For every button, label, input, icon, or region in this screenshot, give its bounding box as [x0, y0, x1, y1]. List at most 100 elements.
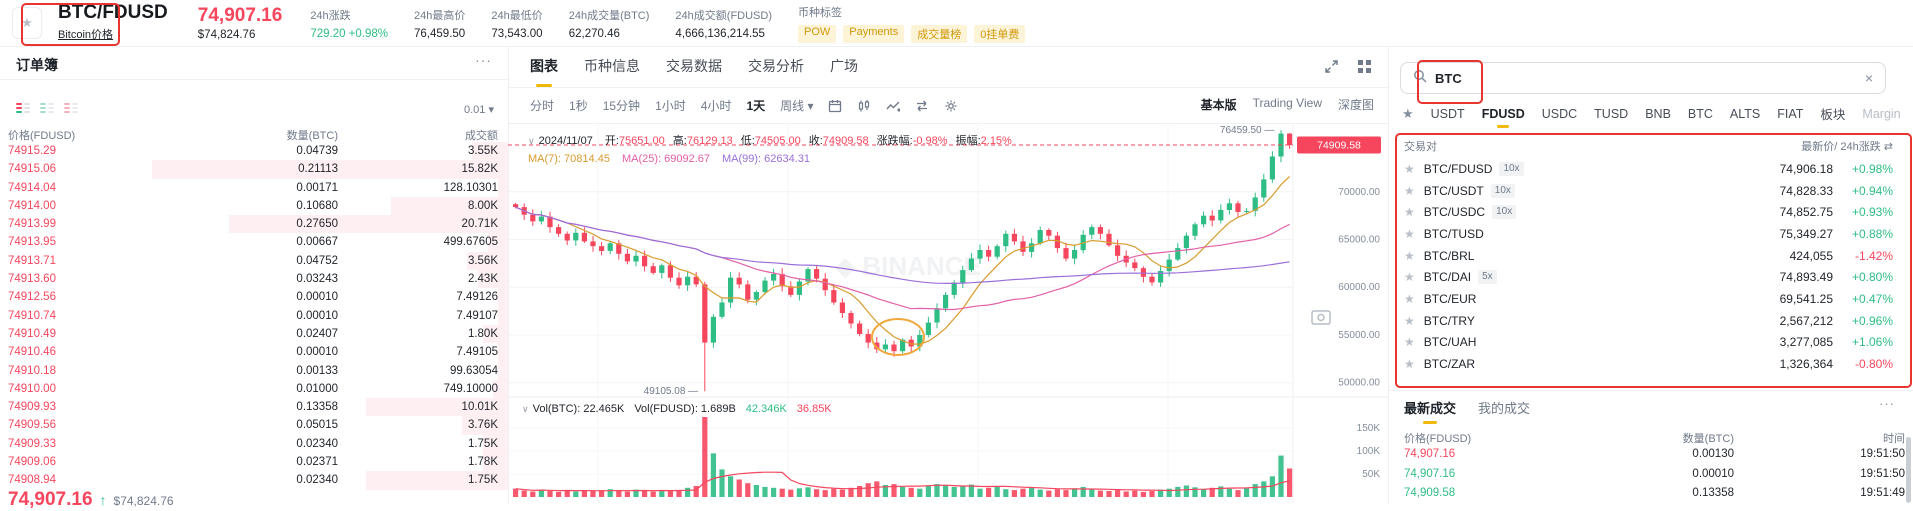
orderbook-ask-row[interactable]: 74914.04 0.00171 128.10301 [0, 178, 508, 197]
pair-row[interactable]: ★ BTC/DAI 5x 74,893.49 +0.80% [1388, 266, 1913, 288]
ask-amount: 0.00171 [296, 181, 338, 194]
book-mode-bids-icon[interactable] [40, 103, 55, 116]
orderbook-ask-row[interactable]: 74910.74 0.00010 7.49107 [0, 306, 508, 325]
orderbook-ask-row[interactable]: 74910.49 0.02407 1.80K [0, 324, 508, 344]
orderbook-ask-row[interactable]: 74915.29 0.04739 3.55K [0, 142, 508, 161]
star-icon[interactable]: ★ [1404, 161, 1415, 176]
book-mode-asks-icon[interactable] [64, 103, 79, 116]
star-icon[interactable]: ★ [1404, 335, 1415, 350]
coin-tag[interactable]: POW [798, 24, 837, 43]
interval-2[interactable]: 1秒 [569, 99, 588, 113]
orderbook-ask-row[interactable]: 74913.71 0.04752 3.56K [0, 251, 508, 271]
calendar-icon[interactable] [828, 99, 842, 113]
interval-6[interactable]: 1天 [746, 99, 766, 113]
chart-tab-1[interactable]: 图表 [530, 56, 558, 78]
orderbook-ask-row[interactable]: 74909.56 0.05015 3.76K [0, 416, 508, 435]
star-icon[interactable]: ★ [1404, 226, 1415, 241]
view-mode-2[interactable]: Trading View [1252, 96, 1322, 110]
orderbook-ask-row[interactable]: 74910.00 0.01000 749.10000 [0, 379, 508, 399]
star-icon[interactable]: ★ [1404, 357, 1415, 372]
interval-3[interactable]: 15分钟 [602, 99, 641, 113]
collapse-caret-icon[interactable]: ∨ [522, 404, 529, 414]
pair-row[interactable]: ★ BTC/TRY 2,567,212 +0.96% [1388, 310, 1913, 332]
scrollbar[interactable] [1906, 437, 1911, 503]
star-icon[interactable]: ★ [1404, 183, 1415, 198]
pair-row[interactable]: ★ BTC/BRL 424,055 -1.42% [1388, 245, 1913, 267]
coin-tag[interactable]: Payments [843, 24, 905, 43]
expand-icon[interactable] [1324, 59, 1339, 74]
trade-row[interactable]: 74,907.16 0.00010 19:51:50 [1388, 465, 1913, 485]
star-icon[interactable]: ★ [1404, 270, 1415, 285]
quote-tab-margin[interactable]: Margin [1862, 106, 1901, 121]
star-icon[interactable]: ★ [1404, 248, 1415, 263]
coin-tag[interactable]: 成交量榜 [911, 24, 968, 43]
compare-icon[interactable] [915, 99, 929, 113]
star-icon[interactable]: ★ [1404, 313, 1415, 328]
orderbook-ask-row[interactable]: 74909.33 0.02340 1.75K [0, 434, 508, 454]
ask-amount: 0.04752 [296, 254, 338, 267]
orderbook-ask-row[interactable]: 74908.94 0.02340 1.75K [0, 471, 508, 490]
chart-tab-4[interactable]: 交易分析 [748, 57, 804, 74]
layout-grid-icon[interactable] [1357, 59, 1372, 74]
chart-tab-5[interactable]: 广场 [830, 57, 858, 74]
trade-row[interactable]: 74,909.58 0.13358 19:51:49 [1388, 484, 1913, 504]
orderbook-ask-row[interactable]: 74912.56 0.00010 7.49126 [0, 288, 508, 307]
orderbook-ask-row[interactable]: 74909.93 0.13358 10.01K [0, 398, 508, 417]
quote-tab-fdusd[interactable]: FDUSD [1481, 106, 1525, 121]
pair-row[interactable]: ★ BTC/USDT 10x 74,828.33 +0.94% [1388, 180, 1913, 202]
coin-tag[interactable]: 0挂单费 [974, 24, 1026, 43]
trades-more-icon[interactable]: ··· [1879, 396, 1895, 411]
view-mode-1[interactable]: 基本版 [1200, 98, 1237, 112]
quote-tab-usdt[interactable]: USDT [1430, 106, 1465, 121]
chart-tab-3[interactable]: 交易数据 [666, 57, 722, 74]
orderbook-ask-row[interactable]: 74909.06 0.02371 1.78K [0, 453, 508, 472]
clear-search-icon[interactable]: × [1864, 70, 1873, 86]
trades-tab-1[interactable]: 最新成交 [1404, 398, 1456, 417]
interval-4[interactable]: 1小时 [655, 99, 686, 113]
orderbook-ask-row[interactable]: 74910.18 0.00133 99.63054 [0, 361, 508, 380]
orderbook-more-icon[interactable]: ··· [475, 52, 492, 68]
orderbook-last-price-row[interactable]: 74,907.16 ↑ $74,824.76 [8, 489, 174, 511]
trade-row[interactable]: 74,907.16 0.00130 19:51:50 [1388, 445, 1913, 465]
star-icon[interactable]: ★ [1404, 205, 1415, 220]
favorites-star-icon[interactable]: ★ [1402, 105, 1414, 121]
quote-tab-btc[interactable]: BTC [1687, 106, 1713, 121]
pair-row[interactable]: ★ BTC/FDUSD 10x 74,906.18 +0.98% [1388, 158, 1913, 180]
quote-tab-tusd[interactable]: TUSD [1594, 106, 1629, 121]
collapse-caret-icon[interactable]: ∨ [528, 136, 535, 146]
indicators-icon[interactable] [886, 99, 901, 113]
settings-gear-icon[interactable] [944, 99, 958, 113]
orderbook-ask-row[interactable]: 74913.95 0.00667 499.67605 [0, 233, 508, 252]
orderbook-ask-row[interactable]: 74915.06 0.21113 15.82K [0, 160, 508, 179]
pair-row[interactable]: ★ BTC/USDC 10x 74,852.75 +0.93% [1388, 201, 1913, 223]
pair-row[interactable]: ★ BTC/EUR 69,541.25 +0.47% [1388, 288, 1913, 310]
precision-dropdown[interactable]: 0.01 ▾ [464, 104, 494, 116]
book-mode-both-icon[interactable] [16, 103, 31, 116]
pair-row[interactable]: ★ BTC/ZAR 1,326,364 -0.80% [1388, 353, 1913, 375]
view-mode-3[interactable]: 深度图 [1337, 98, 1374, 112]
trades-tab-2[interactable]: 我的成交 [1478, 401, 1531, 416]
orderbook-ask-row[interactable]: 74910.46 0.00010 7.49105 [0, 343, 508, 362]
interval-7[interactable]: 周线 ▾ [780, 99, 814, 113]
pair-row[interactable]: ★ BTC/UAH 3,277,085 +1.06% [1388, 332, 1913, 354]
orderbook-ask-row[interactable]: 74913.99 0.27650 20.71K [0, 215, 508, 234]
pairs-sort-toggle[interactable]: 最新价/ 24h涨跌 ⇄ [1801, 138, 1893, 154]
candlestick-icon[interactable] [857, 99, 871, 113]
quote-tab-板块[interactable]: 板块 [1820, 108, 1846, 122]
orderbook-ask-row[interactable]: 74914.00 0.10680 8.00K [0, 196, 508, 216]
star-icon[interactable]: ★ [1404, 291, 1415, 306]
chart-tab-2[interactable]: 币种信息 [584, 57, 640, 74]
interval-5[interactable]: 4小时 [700, 99, 732, 113]
coin-info-link[interactable]: Bitcoin价格 [58, 29, 114, 41]
orderbook-ask-row[interactable]: 74913.60 0.03243 2.43K [0, 270, 508, 289]
favorite-star-button[interactable]: ★ [12, 7, 42, 39]
ask-total: 1.75K [467, 474, 498, 487]
quote-tab-bnb[interactable]: BNB [1645, 106, 1671, 121]
quote-tab-alts[interactable]: ALTS [1729, 106, 1761, 121]
interval-1[interactable]: 分时 [530, 99, 555, 113]
price-chart[interactable]: 70000.00 65000.00 60000.00 55000.00 50000.00… [508, 125, 1388, 503]
search-input[interactable]: BTC × [1400, 62, 1886, 94]
quote-tab-usdc[interactable]: USDC [1541, 106, 1578, 121]
pair-row[interactable]: ★ BTC/TUSD 75,349.27 +0.88% [1388, 223, 1913, 245]
quote-tab-fiat[interactable]: FIAT [1777, 106, 1804, 121]
